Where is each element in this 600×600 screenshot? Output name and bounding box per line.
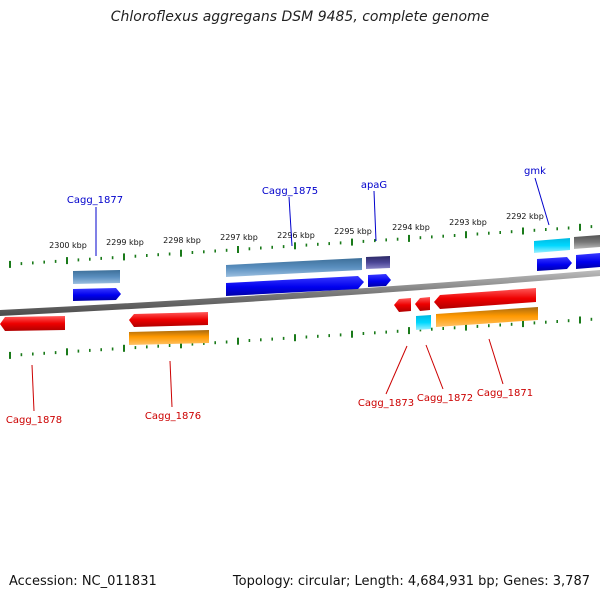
label-leaders xyxy=(31,177,550,412)
gene-feature-gray[interactable] xyxy=(574,235,600,249)
kbp-label: 2295 kbp xyxy=(334,227,372,236)
forward-genes xyxy=(73,235,600,301)
gene-feature-steel[interactable] xyxy=(73,270,120,284)
kbp-label: 2294 kbp xyxy=(392,223,430,232)
genome-stats-text: Topology: circular; Length: 4,684,931 bp… xyxy=(232,574,590,589)
gene-label-gmk[interactable]: gmk xyxy=(524,166,546,177)
gene-feature-cyan[interactable] xyxy=(534,238,570,253)
accession-text: Accession: NC_011831 xyxy=(9,574,157,589)
gene-arrow-apag[interactable] xyxy=(368,274,391,287)
kbp-label: 2300 kbp xyxy=(49,241,87,250)
kbp-label: 2296 kbp xyxy=(277,231,315,240)
reverse-strand-ticks xyxy=(9,316,593,359)
kbp-label: 2292 kbp xyxy=(506,212,544,221)
gene-label-cagg-1876[interactable]: Cagg_1876 xyxy=(145,411,201,422)
kbp-label: 2297 kbp xyxy=(220,233,258,242)
gene-arrow-cagg-1873[interactable] xyxy=(394,298,411,312)
genome-backbone xyxy=(0,270,600,316)
gene-label-cagg-1871[interactable]: Cagg_1871 xyxy=(477,388,533,399)
kbp-label: 2293 kbp xyxy=(449,218,487,227)
gene-feature-steel[interactable] xyxy=(226,258,362,277)
kbp-label: 2298 kbp xyxy=(163,236,201,245)
gene-label-cagg-1875[interactable]: Cagg_1875 xyxy=(262,186,318,197)
gene-label-cagg-1878[interactable]: Cagg_1878 xyxy=(6,415,62,426)
gene-label-cagg-1872[interactable]: Cagg_1872 xyxy=(417,393,473,404)
kbp-scale-labels: 2300 kbp 2299 kbp 2298 kbp 2297 kbp 2296 kbp… xyxy=(49,212,544,250)
gene-arrow-cagg-1871[interactable] xyxy=(434,288,536,309)
gene-feature-cyan[interactable] xyxy=(416,315,431,330)
gene-arrow-gmk[interactable] xyxy=(537,257,572,271)
gene-feature-purple[interactable] xyxy=(366,256,390,269)
gene-arrow-cagg-1877[interactable] xyxy=(73,288,121,301)
gene-label-apag[interactable]: apaG xyxy=(361,180,387,191)
gene-labels: Cagg_1877 Cagg_1875 apaG gmk Cagg_1878 C… xyxy=(6,166,546,426)
gene-arrow-cagg-1872[interactable] xyxy=(415,297,430,311)
gene-label-cagg-1873[interactable]: Cagg_1873 xyxy=(358,398,414,409)
gene-arrow-cagg-1875[interactable] xyxy=(226,276,364,296)
reverse-genes xyxy=(0,288,538,345)
gene-arrow-cagg-1876[interactable] xyxy=(129,312,208,327)
gene-arrow-partial-right[interactable] xyxy=(576,253,600,269)
gene-label-cagg-1877[interactable]: Cagg_1877 xyxy=(67,195,123,206)
kbp-label: 2299 kbp xyxy=(106,238,144,247)
forward-strand-ticks xyxy=(9,223,593,268)
gene-feature-orange[interactable] xyxy=(436,307,538,327)
gene-arrow-cagg-1878[interactable] xyxy=(0,316,65,331)
genome-title: Chloroflexus aggregans DSM 9485, complet… xyxy=(110,9,490,25)
gene-feature-orange[interactable] xyxy=(129,330,209,345)
